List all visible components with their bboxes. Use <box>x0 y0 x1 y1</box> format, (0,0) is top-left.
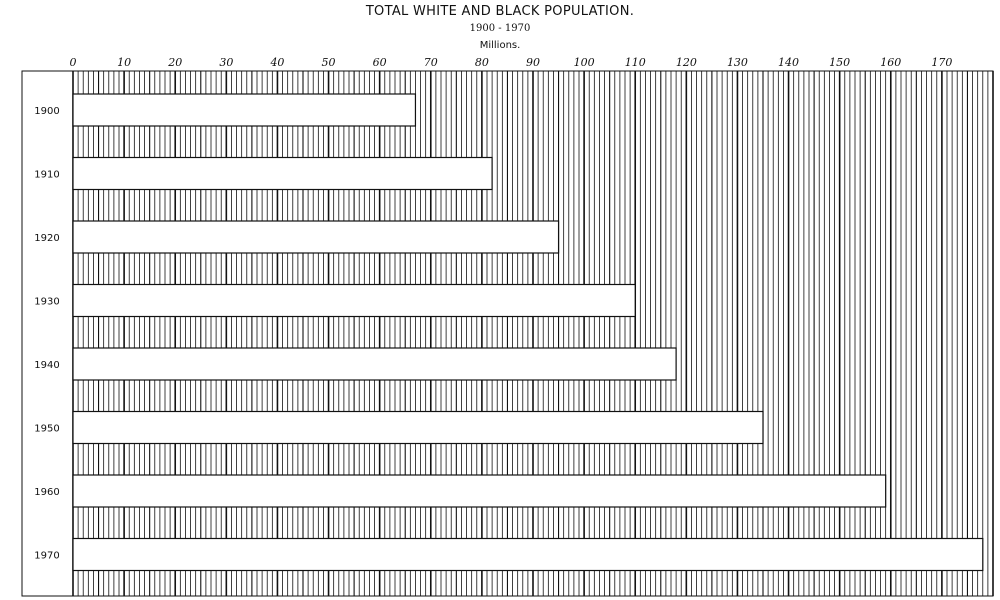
bar <box>72 474 887 508</box>
category-label: 1910 <box>34 170 59 181</box>
x-tick-label: 130 <box>727 56 748 69</box>
unit-label: Millions. <box>479 40 521 51</box>
x-tick-label: 90 <box>526 56 540 69</box>
category-label: 1900 <box>34 106 59 117</box>
x-tick-label: 60 <box>373 56 387 69</box>
bar <box>72 220 560 254</box>
x-tick-label: 0 <box>70 56 77 69</box>
bar <box>72 283 636 318</box>
x-tick-label: 70 <box>424 56 438 69</box>
x-tick-label: 150 <box>829 56 850 69</box>
bar <box>72 347 677 381</box>
category-label: 1920 <box>34 233 59 244</box>
bar <box>72 156 493 191</box>
bar <box>72 93 417 127</box>
category-label: 1970 <box>34 551 59 562</box>
bar <box>72 537 984 572</box>
x-tick-label: 120 <box>676 56 697 69</box>
x-tick-label: 110 <box>625 56 646 69</box>
x-tick-label: 140 <box>778 56 799 69</box>
category-label: 1950 <box>34 424 59 435</box>
x-tick-label: 10 <box>117 56 131 69</box>
x-tick-label: 20 <box>167 56 182 69</box>
x-tick-label: 80 <box>475 56 489 69</box>
category-label: 1930 <box>34 297 59 308</box>
x-tick-label: 100 <box>574 56 595 69</box>
x-tick-label: 170 <box>931 56 952 69</box>
chart-subtitle: 1900 - 1970 <box>469 23 531 34</box>
x-tick-label: 50 <box>322 56 336 69</box>
bar <box>72 410 764 445</box>
category-label: 1960 <box>34 487 59 498</box>
x-tick-label: 160 <box>880 56 901 69</box>
x-tick-label: 40 <box>269 56 284 69</box>
x-tick-label: 30 <box>219 56 233 69</box>
chart-title: TOTAL WHITE AND BLACK POPULATION. <box>365 4 635 19</box>
category-label: 1940 <box>34 360 59 371</box>
